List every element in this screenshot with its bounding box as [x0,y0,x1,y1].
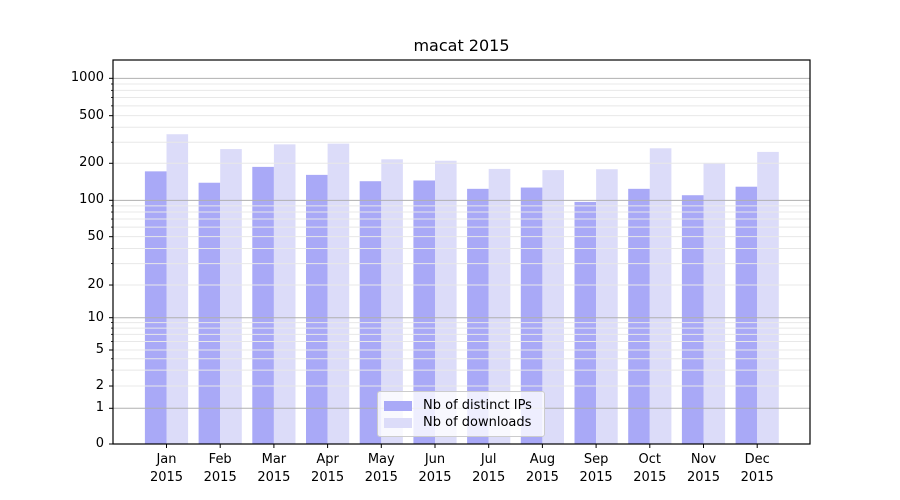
y-tick-label-1: 1 [95,400,104,416]
bar-distinct-ips-jun [413,180,435,444]
bar-downloads-may [381,159,403,445]
legend-label-distinct-ips: Nb of distinct IPs [423,398,532,413]
bar-distinct-ips-may [359,181,382,444]
bar-distinct-ips-jul [467,188,489,444]
y-tick-label-500: 500 [79,107,104,123]
x-tick-label-feb: Feb 2015 [203,452,237,485]
chart-title: macat 2015 [413,36,510,55]
bar-downloads-sep [596,169,618,444]
bar-downloads-aug [542,170,564,444]
bar-downloads-jan [166,134,189,445]
bar-downloads-jul [488,168,511,444]
plot-border [112,59,811,445]
bar-distinct-ips-aug [520,187,543,444]
x-tick-label-aug: Aug 2015 [525,452,559,485]
y-tick-label-10: 10 [87,309,104,325]
x-tick-label-dec: Dec 2015 [740,452,774,485]
y-tick-label-0: 0 [95,436,104,451]
x-tick-label-apr: Apr 2015 [311,452,345,485]
legend-label-downloads: Nb of downloads [423,415,532,430]
x-tick-label-jul: Jul 2015 [472,452,506,485]
legend-item-distinct-ips: Nb of distinct IPs [384,398,536,414]
bar-distinct-ips-apr [306,174,328,445]
y-tick-label-2: 2 [95,378,104,394]
bar-downloads-mar [273,144,296,445]
y-tick-label-50: 50 [87,228,104,244]
x-tick-label-jun: Jun 2015 [418,452,452,485]
bar-distinct-ips-mar [252,166,274,444]
bar-downloads-feb [220,149,242,444]
x-tick-label-nov: Nov 2015 [686,452,721,485]
y-tick-label-100: 100 [79,192,104,208]
bar-distinct-ips-oct [628,188,650,444]
x-tick-label-jan: Jan 2015 [149,452,184,485]
y-tick-label-5: 5 [95,341,104,357]
bar-downloads-oct [649,148,672,445]
legend-swatch-distinct-ips [384,400,412,411]
bar-downloads-nov [703,163,726,444]
y-tick-label-1000: 1000 [70,70,104,86]
legend-item-downloads: Nb of downloads [384,415,536,431]
legend: Nb of distinct IPs Nb of downloads [377,391,545,437]
x-tick-label-may: May 2015 [364,452,398,485]
bar-downloads-dec [757,151,779,445]
x-tick-label-mar: Mar 2015 [257,452,291,485]
y-tick-label-20: 20 [87,277,104,293]
bar-distinct-ips-dec [735,186,758,444]
bar-distinct-ips-nov [681,195,704,444]
y-tick-label-200: 200 [79,155,104,171]
bar-distinct-ips-feb [198,182,221,444]
bar-downloads-apr [327,143,350,444]
x-tick-label-oct: Oct 2015 [633,452,667,485]
bar-downloads-jun [435,160,457,445]
bar-distinct-ips-jan [144,171,167,444]
x-tick-label-sep: Sep 2015 [579,452,613,485]
legend-swatch-downloads [384,417,412,428]
